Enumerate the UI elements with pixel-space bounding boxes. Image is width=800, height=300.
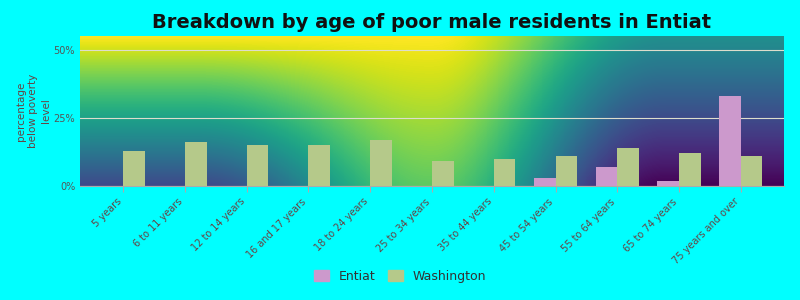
Bar bbox=[719, 96, 741, 186]
Bar bbox=[246, 145, 268, 186]
Legend: Entiat, Washington: Entiat, Washington bbox=[309, 265, 491, 288]
Bar bbox=[123, 151, 145, 186]
Bar bbox=[432, 161, 454, 186]
Bar bbox=[370, 140, 392, 186]
Bar bbox=[679, 153, 701, 186]
Bar bbox=[494, 159, 515, 186]
Bar bbox=[618, 148, 639, 186]
Bar bbox=[309, 145, 330, 186]
Bar bbox=[596, 167, 618, 186]
Bar bbox=[658, 181, 679, 186]
Bar bbox=[185, 142, 206, 186]
Bar bbox=[741, 156, 762, 186]
Bar bbox=[555, 156, 577, 186]
Y-axis label: percentage
below poverty
level: percentage below poverty level bbox=[16, 74, 50, 148]
Title: Breakdown by age of poor male residents in Entiat: Breakdown by age of poor male residents … bbox=[153, 13, 711, 32]
Bar bbox=[534, 178, 555, 186]
